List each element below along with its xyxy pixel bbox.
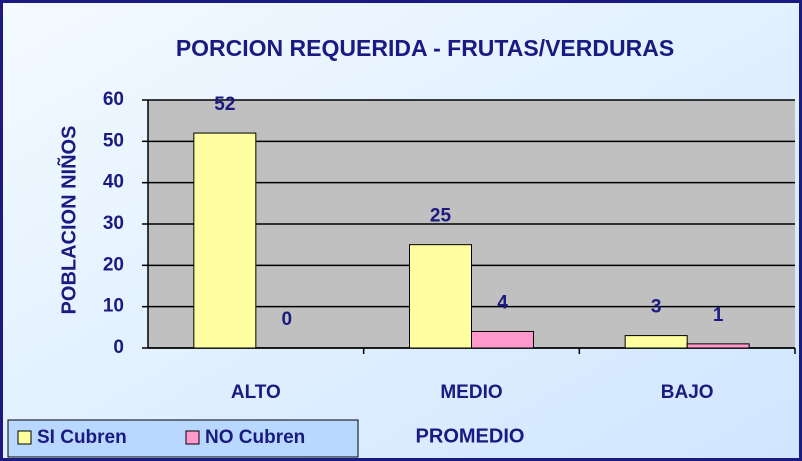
y-tick-label: 60: [103, 89, 124, 110]
bar: [409, 244, 472, 349]
y-tick-label: 0: [113, 337, 124, 358]
y-tick-label: 10: [103, 296, 124, 317]
x-tick-label: BAJO: [661, 382, 714, 403]
data-label: 0: [282, 309, 293, 330]
data-label: 3: [651, 297, 662, 318]
bar: [624, 335, 688, 349]
data-label: 52: [214, 94, 235, 115]
bar: [471, 330, 534, 349]
legend-label: NO Cubren: [205, 427, 305, 448]
legend: [7, 419, 359, 458]
data-label: 1: [713, 305, 724, 326]
y-tick-label: 40: [103, 172, 124, 193]
bar: [686, 343, 750, 349]
y-tick-label: 30: [103, 213, 124, 234]
bar: [193, 132, 257, 349]
y-axis-label: POBLACION NIÑOS: [57, 126, 80, 315]
x-tick-label: ALTO: [231, 382, 281, 403]
x-axis-label: PROMEDIO: [416, 425, 525, 447]
chart-title: PORCION REQUERIDA - FRUTAS/VERDURAS: [176, 35, 674, 61]
legend-swatch: [17, 430, 32, 445]
legend-label: SI Cubren: [37, 427, 127, 448]
data-label: 4: [497, 292, 508, 313]
x-tick-label: MEDIO: [440, 382, 502, 403]
legend-swatch: [185, 430, 200, 445]
y-tick-label: 20: [103, 254, 124, 275]
y-tick-label: 50: [103, 130, 124, 151]
data-label: 25: [430, 206, 452, 227]
